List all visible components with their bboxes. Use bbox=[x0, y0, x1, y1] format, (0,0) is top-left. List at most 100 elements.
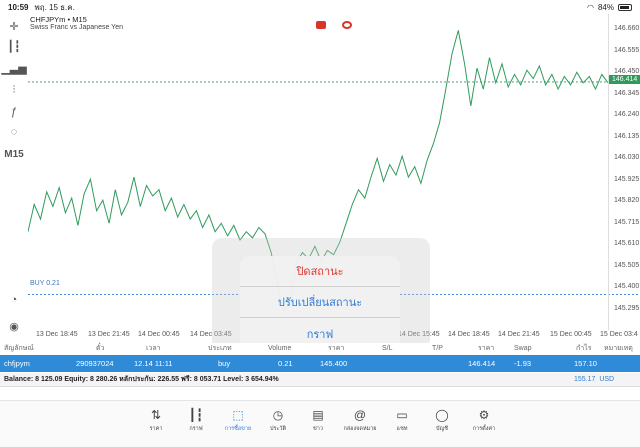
tab-account[interactable]: ◯ บัญชี bbox=[422, 407, 462, 433]
price-tick-label: 145.505 bbox=[614, 261, 640, 269]
price-tick-label: 146.660 bbox=[614, 25, 640, 32]
price-tick-label: 145.715 bbox=[614, 218, 640, 226]
price-series-line bbox=[27, 30, 609, 313]
tab-mailbox[interactable]: @ กล่องจดหมาย bbox=[340, 407, 380, 433]
time-tick-label: 13 Dec 21:45 bbox=[88, 331, 130, 338]
cell-swap: -1.93 bbox=[514, 359, 532, 368]
bottom-tab-bar: ⇅ ราคา ┃┇ กราฟ ⬚ การซื้อขาย ◷ ประวัติ ▤ … bbox=[0, 400, 640, 447]
balance-bar: Balance: 8 125.09 Equity: 8 280.26 หลักป… bbox=[0, 373, 640, 387]
price-tick-label: 145.820 bbox=[614, 197, 640, 204]
header-type: ประเภท bbox=[208, 345, 232, 352]
price-tick-label: 146.240 bbox=[614, 111, 640, 118]
symbol-description: Swiss Franc vs Japanese Yen bbox=[30, 24, 123, 31]
history-icon: ◷ bbox=[272, 408, 284, 422]
indicator-bars-icon[interactable]: ▁▃▅ bbox=[1, 62, 27, 75]
mail-icon: @ bbox=[353, 408, 367, 422]
time-tick-label: 14 Dec 03:45 bbox=[190, 331, 232, 338]
total-profit: 155.17 USD bbox=[574, 373, 614, 387]
chart-button[interactable]: กราฟ bbox=[306, 328, 334, 341]
tab-news-label: ข่าว bbox=[313, 426, 323, 432]
table-row[interactable]: chfjpym 290937024 12.14 11:11 buy 0.21 1… bbox=[0, 355, 640, 372]
trade-icon: ⬚ bbox=[232, 408, 244, 422]
price-tick-label: 145.610 bbox=[614, 240, 640, 247]
japan-flag-icon bbox=[342, 21, 352, 29]
settings-sliders-icon[interactable]: ⫶ bbox=[12, 83, 16, 96]
news-icon: ▤ bbox=[312, 408, 324, 422]
time-tick-label: 15 Dec 03:4 bbox=[600, 331, 638, 338]
tab-chart[interactable]: ┃┇ กราฟ bbox=[176, 407, 216, 433]
cell-time: 12.14 11:11 bbox=[134, 359, 173, 368]
header-open-price: ราคา bbox=[328, 345, 345, 352]
chat-icon: ▭ bbox=[396, 408, 408, 422]
cell-profit: 157.10 bbox=[574, 359, 597, 368]
timeframe-button[interactable]: M15 bbox=[4, 148, 24, 160]
price-tick-label: 145.925 bbox=[614, 175, 640, 183]
cell-type: buy bbox=[218, 359, 231, 368]
trade-panel-icon[interactable]: ◉ bbox=[9, 320, 19, 333]
cell-current-price: 146.414 bbox=[468, 359, 496, 368]
tab-account-label: บัญชี bbox=[436, 426, 448, 432]
tab-mailbox-label: กล่องจดหมาย bbox=[343, 426, 377, 432]
tab-history[interactable]: ◷ ประวัติ bbox=[258, 407, 298, 433]
crosshair-icon[interactable]: ✛ bbox=[9, 20, 19, 33]
tab-trade-label: การซื้อขาย bbox=[224, 426, 252, 432]
tab-news[interactable]: ▤ ข่าว bbox=[298, 407, 338, 433]
tab-chat[interactable]: ▭ แชท bbox=[382, 407, 422, 433]
wifi-icon: ◠ bbox=[587, 2, 594, 12]
total-profit-value: 155.17 bbox=[574, 376, 596, 383]
tab-trade[interactable]: ⬚ การซื้อขาย bbox=[218, 407, 258, 433]
time-tick-label: 14 Dec 18:45 bbox=[448, 331, 490, 338]
current-price-tag: 146.414 bbox=[609, 75, 640, 84]
price-tick-label: 146.450 bbox=[614, 68, 640, 75]
header-volume: Volume bbox=[268, 345, 292, 352]
total-profit-currency: USD bbox=[599, 376, 615, 383]
one-click-trading-icon[interactable]: ◔ bbox=[10, 294, 18, 306]
tab-settings-label: การตั้งค่า bbox=[472, 426, 496, 432]
tab-history-label: ประวัติ bbox=[269, 426, 287, 432]
time-tick-label: 13 Dec 18:45 bbox=[36, 331, 78, 338]
header-profit: กำไร bbox=[576, 345, 592, 352]
header-symbol: สัญลักษณ์ bbox=[4, 345, 34, 352]
chart-toolbar: ✛ ┃┇ ▁▃▅ ⫶ ƒ ◌ M15 ◔ ◉ bbox=[0, 14, 28, 344]
battery-percent: 84% bbox=[597, 2, 614, 12]
close-position-button[interactable]: ปิดสถานะ bbox=[240, 256, 400, 287]
price-tick-label: 145.400 bbox=[614, 283, 640, 290]
balance-summary: Balance: 8 125.09 Equity: 8 280.26 หลักป… bbox=[4, 376, 279, 383]
tab-quotes[interactable]: ⇅ ราคา bbox=[136, 407, 176, 433]
price-tick-label: 146.030 bbox=[614, 154, 640, 161]
function-icon[interactable]: ƒ bbox=[10, 106, 18, 118]
price-tick-label: 146.555 bbox=[614, 46, 640, 54]
tab-settings[interactable]: ⚙ การตั้งค่า bbox=[464, 407, 504, 433]
symbol-title: CHFJPYm • M15 bbox=[30, 15, 87, 24]
settings-icon: ⚙ bbox=[478, 408, 490, 422]
battery-icon bbox=[618, 3, 632, 11]
header-sl: S/L bbox=[382, 345, 393, 352]
position-action-menu: ปิดสถานะ ปรับเปลี่ยนสถานะ กราฟ bbox=[240, 256, 400, 350]
header-tp: T/P bbox=[432, 345, 443, 352]
account-icon: ◯ bbox=[435, 408, 449, 422]
header-comment: หมายเหตุ bbox=[604, 345, 633, 352]
tab-quotes-label: ราคา bbox=[149, 426, 163, 432]
status-date: พฤ. 15 ธ.ค. bbox=[34, 2, 75, 12]
time-tick-label: 14 Dec 00:45 bbox=[138, 331, 180, 338]
cell-volume: 0.21 bbox=[278, 359, 293, 368]
time-tick-label: 14 Dec 21:45 bbox=[498, 331, 540, 338]
candlestick-icon[interactable]: ┃┇ bbox=[7, 40, 21, 53]
modify-position-button[interactable]: ปรับเปลี่ยนสถานะ bbox=[240, 287, 400, 318]
arrows-icon: ⇅ bbox=[150, 408, 162, 422]
drawing-shapes-icon[interactable]: ◌ bbox=[10, 126, 18, 138]
status-time: 10:59 bbox=[8, 2, 29, 12]
time-tick-label: 14 Dec 15:45 bbox=[398, 331, 440, 338]
swiss-flag-icon bbox=[316, 21, 326, 29]
candles-icon: ┃┇ bbox=[188, 408, 204, 422]
buy-position-label: BUY 0.21 bbox=[30, 280, 60, 287]
header-ticket: ตั๋ว bbox=[96, 345, 105, 352]
price-tick-label: 146.135 bbox=[614, 132, 640, 140]
header-swap: Swap bbox=[514, 345, 532, 352]
header-current-price: ราคา bbox=[478, 345, 495, 352]
status-bar: 10:59 พฤ. 15 ธ.ค. ◠ 84% bbox=[0, 0, 640, 14]
header-time: เวลา bbox=[146, 345, 161, 352]
trades-table-header: สัญลักษณ์ ตั๋ว เวลา ประเภท Volume ราคา S… bbox=[0, 343, 640, 355]
time-tick-label: 15 Dec 00:45 bbox=[550, 331, 592, 338]
cell-open-price: 145.400 bbox=[320, 359, 348, 368]
